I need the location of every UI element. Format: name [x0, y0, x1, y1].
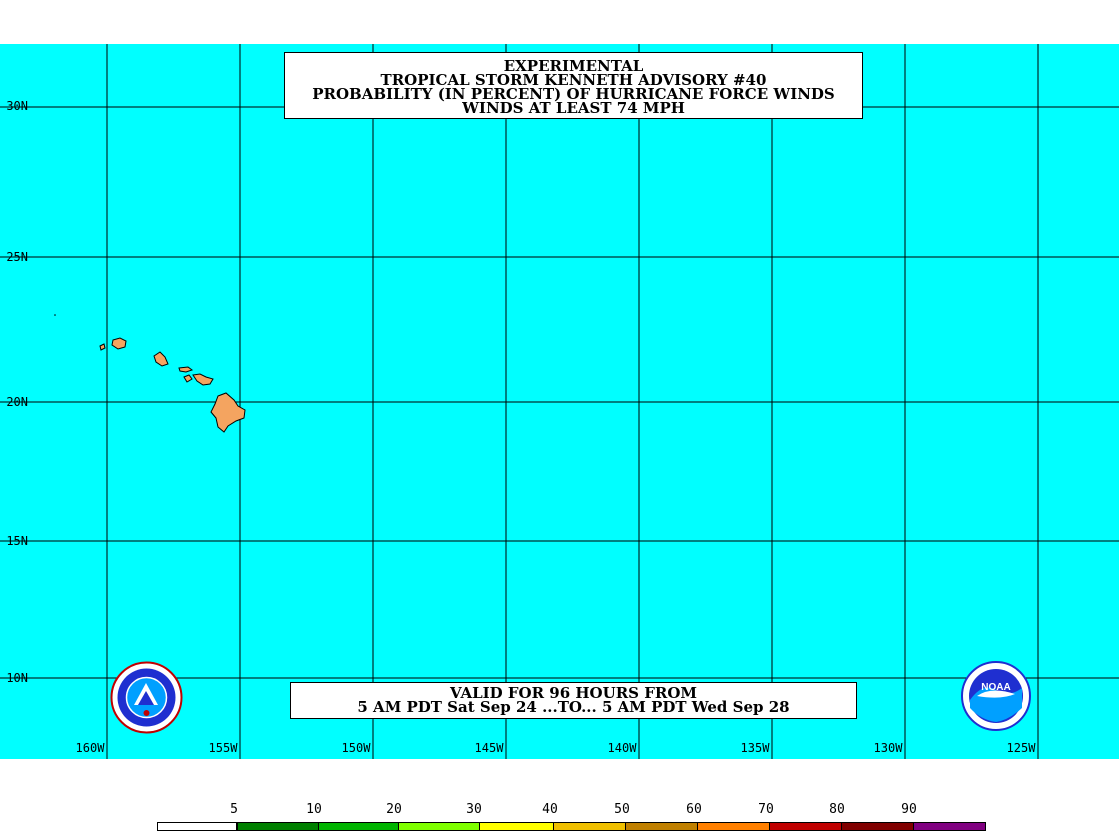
title-line-4: WINDS AT LEAST 74 MPH	[462, 99, 685, 117]
legend-swatch-5	[553, 822, 626, 831]
legend-swatch-8	[769, 822, 842, 831]
legend-swatch-3	[398, 822, 480, 831]
legend-swatch-0	[157, 822, 237, 831]
legend-swatch-6	[625, 822, 698, 831]
title-line-1: EXPERIMENTAL	[503, 57, 644, 75]
legend-tick-80: 80	[829, 802, 845, 817]
hawaiian-islands	[99, 337, 246, 433]
legend-swatch-2	[318, 822, 399, 831]
map-grid	[0, 44, 1119, 759]
legend-tick-30: 30	[466, 802, 482, 817]
lon-label-155w: 155W	[208, 741, 238, 755]
lon-label-125w: 125W	[1006, 741, 1036, 755]
legend-tick-70: 70	[758, 802, 774, 817]
map-panel: 30N 25N 20N 15N 10N 160W 155W 150W 145W …	[0, 44, 1119, 759]
lat-label-15n: 15N	[6, 534, 28, 548]
title-line-3: PROBABILITY (IN PERCENT) OF HURRICANE FO…	[312, 85, 835, 103]
lat-label-10n: 10N	[6, 671, 28, 685]
legend-tick-10: 10	[306, 802, 322, 817]
legend-swatch-1	[237, 822, 319, 831]
lon-label-140w: 140W	[607, 741, 637, 755]
noaa-logo-icon: NOAA	[961, 661, 1031, 731]
probability-legend: 5 10 20 30 40 50 60 70 80 90	[157, 800, 987, 834]
legend-swatch-7	[697, 822, 770, 831]
title-box: EXPERIMENTAL TROPICAL STORM KENNETH ADVI…	[284, 52, 863, 119]
lon-label-160w: 160W	[75, 741, 105, 755]
legend-tick-90: 90	[901, 802, 917, 817]
lat-label-25n: 25N	[6, 250, 28, 264]
lon-label-130w: 130W	[873, 741, 903, 755]
lat-label-30n: 30N	[6, 99, 28, 113]
legend-swatch-4	[479, 822, 554, 831]
nws-logo-icon	[110, 661, 183, 734]
noaa-logo-text: NOAA	[981, 682, 1010, 693]
title-line-2: TROPICAL STORM KENNETH ADVISORY #40	[380, 71, 767, 89]
valid-line-1: VALID FOR 96 HOURS FROM	[449, 684, 698, 702]
legend-tick-20: 20	[386, 802, 402, 817]
legend-swatch-9	[841, 822, 914, 831]
legend-swatch-10	[913, 822, 986, 831]
valid-box: VALID FOR 96 HOURS FROM 5 AM PDT Sat Sep…	[290, 682, 857, 719]
lon-label-135w: 135W	[740, 741, 770, 755]
legend-tick-60: 60	[686, 802, 702, 817]
legend-tick-50: 50	[614, 802, 630, 817]
legend-tick-5: 5	[230, 802, 238, 817]
valid-line-2: 5 AM PDT Sat Sep 24 ...TO... 5 AM PDT We…	[357, 698, 790, 716]
lon-label-145w: 145W	[474, 741, 504, 755]
lat-label-20n: 20N	[6, 395, 28, 409]
lon-label-150w: 150W	[341, 741, 371, 755]
legend-tick-40: 40	[542, 802, 558, 817]
